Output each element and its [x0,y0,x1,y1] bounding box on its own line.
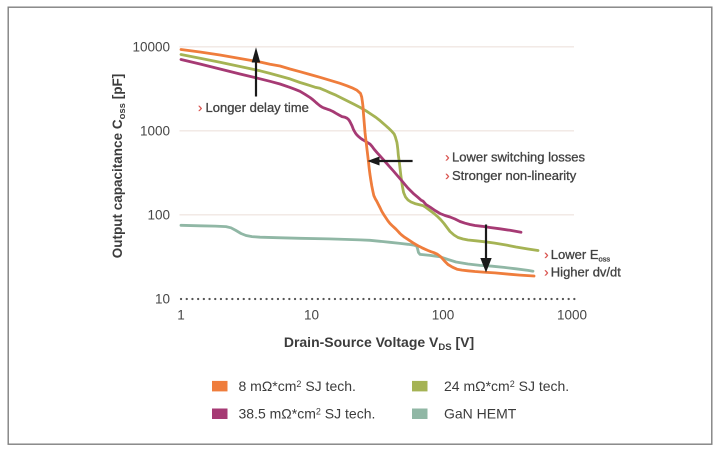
svg-text:›: › [544,265,548,280]
svg-text:1000: 1000 [557,308,587,323]
svg-text:Lower Eoss: Lower Eoss [551,247,611,264]
svg-text:8 mΩ*cm2 SJ tech.: 8 mΩ*cm2 SJ tech. [239,378,356,394]
svg-text:Drain-Source Voltage VDS [V]: Drain-Source Voltage VDS [V] [284,334,474,353]
svg-text:GaN HEMT: GaN HEMT [444,405,517,421]
svg-text:100: 100 [432,308,455,323]
svg-text:10000: 10000 [132,40,170,55]
svg-text:Higher dv/dt: Higher dv/dt [551,265,621,280]
svg-text:Stronger non-linearity: Stronger non-linearity [452,168,577,183]
svg-text:›: › [544,247,548,262]
svg-text:Output capacitance Coss [pF]: Output capacitance Coss [pF] [110,74,128,258]
svg-text:›: › [445,168,449,183]
svg-text:1000: 1000 [140,124,170,139]
svg-text:10: 10 [304,308,319,323]
svg-text:›: › [198,100,202,115]
svg-text:›: › [445,150,449,165]
svg-text:10: 10 [155,292,170,307]
svg-text:24 mΩ*cm2 SJ tech.: 24 mΩ*cm2 SJ tech. [444,378,569,394]
svg-text:100: 100 [147,208,170,223]
svg-text:38.5 mΩ*cm2 SJ tech.: 38.5 mΩ*cm2 SJ tech. [239,405,376,421]
svg-text:Longer delay time: Longer delay time [206,100,309,115]
svg-text:Lower switching losses: Lower switching losses [452,150,585,165]
svg-text:1: 1 [177,308,185,323]
